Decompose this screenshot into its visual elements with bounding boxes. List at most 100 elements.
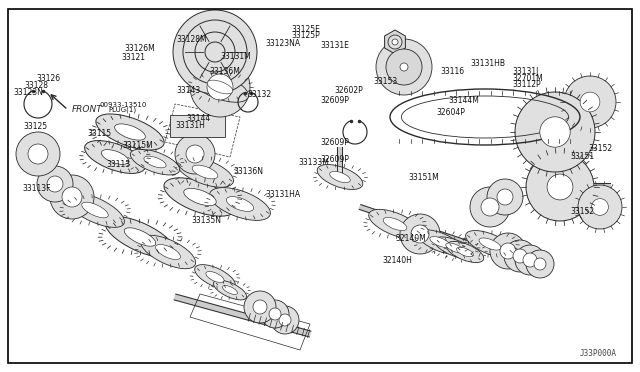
Circle shape: [37, 166, 73, 202]
Ellipse shape: [192, 165, 218, 179]
Ellipse shape: [131, 149, 180, 175]
Text: 33132: 33132: [247, 90, 271, 99]
Ellipse shape: [401, 224, 439, 244]
Ellipse shape: [65, 193, 124, 227]
Text: 33123NA: 33123NA: [266, 39, 301, 48]
Text: 33123N: 33123N: [13, 88, 44, 97]
Circle shape: [515, 92, 595, 172]
Text: 33125: 33125: [23, 122, 47, 131]
Text: 33128: 33128: [24, 81, 48, 90]
Text: 32609P: 32609P: [320, 96, 349, 105]
Ellipse shape: [227, 197, 253, 211]
Polygon shape: [337, 147, 342, 177]
Circle shape: [186, 145, 204, 163]
Circle shape: [388, 35, 402, 49]
Text: 33131J: 33131J: [512, 67, 538, 76]
Ellipse shape: [479, 238, 501, 250]
Circle shape: [534, 258, 546, 270]
Text: 32609P: 32609P: [320, 155, 349, 164]
Circle shape: [253, 300, 267, 314]
Ellipse shape: [317, 164, 363, 189]
Circle shape: [261, 300, 289, 328]
Ellipse shape: [63, 192, 81, 203]
Circle shape: [190, 57, 250, 117]
Circle shape: [540, 117, 570, 147]
Ellipse shape: [445, 243, 464, 253]
Circle shape: [376, 39, 432, 95]
Circle shape: [487, 179, 523, 215]
Ellipse shape: [206, 272, 224, 283]
Circle shape: [526, 250, 554, 278]
Circle shape: [269, 308, 281, 320]
Text: 33136M: 33136M: [210, 67, 241, 76]
Ellipse shape: [156, 244, 180, 260]
Ellipse shape: [164, 178, 236, 216]
Text: 33133M: 33133M: [298, 158, 329, 167]
Text: 32701M: 32701M: [512, 74, 543, 83]
Circle shape: [481, 198, 499, 216]
Text: 33151M: 33151M: [408, 173, 439, 182]
Text: 33131HA: 33131HA: [266, 190, 301, 199]
Circle shape: [392, 55, 416, 79]
Text: 33121: 33121: [121, 53, 145, 62]
Ellipse shape: [213, 280, 246, 300]
Circle shape: [400, 63, 408, 71]
Ellipse shape: [184, 188, 216, 206]
Ellipse shape: [144, 156, 166, 168]
Ellipse shape: [446, 241, 484, 263]
Text: FRONT: FRONT: [72, 105, 103, 114]
Ellipse shape: [383, 217, 407, 231]
Ellipse shape: [466, 231, 515, 257]
Text: 33125E: 33125E: [291, 25, 320, 34]
Circle shape: [400, 214, 440, 254]
Circle shape: [16, 132, 60, 176]
Ellipse shape: [124, 228, 156, 246]
Circle shape: [47, 176, 63, 192]
Ellipse shape: [207, 80, 233, 94]
Text: 33115M: 33115M: [122, 141, 153, 150]
Ellipse shape: [369, 209, 421, 238]
Text: 33152: 33152: [589, 144, 613, 153]
Circle shape: [207, 74, 233, 100]
Text: 33113F: 33113F: [23, 185, 51, 193]
Ellipse shape: [191, 72, 248, 102]
Polygon shape: [545, 183, 610, 191]
Circle shape: [411, 225, 429, 243]
Text: 33115: 33115: [87, 129, 111, 138]
Text: 32140H: 32140H: [383, 256, 413, 265]
Circle shape: [244, 291, 276, 323]
Circle shape: [504, 240, 536, 272]
Text: 33151: 33151: [571, 152, 595, 161]
Circle shape: [386, 49, 422, 85]
Ellipse shape: [430, 237, 450, 247]
Text: 33131HB: 33131HB: [470, 59, 506, 68]
Polygon shape: [385, 30, 405, 54]
Circle shape: [50, 175, 94, 219]
Ellipse shape: [140, 235, 196, 269]
Circle shape: [500, 243, 516, 259]
Text: 33126M: 33126M: [124, 44, 155, 53]
Text: 33126: 33126: [36, 74, 61, 83]
Text: 33112P: 33112P: [512, 80, 541, 89]
Circle shape: [547, 174, 573, 200]
Text: 33131H: 33131H: [176, 121, 205, 130]
Text: 32140M: 32140M: [396, 234, 426, 243]
Circle shape: [279, 314, 291, 326]
Ellipse shape: [417, 230, 463, 254]
Text: 33144: 33144: [186, 114, 211, 123]
Text: 33144M: 33144M: [448, 96, 479, 105]
Text: 33131M: 33131M: [220, 52, 251, 61]
Text: J33P000A: J33P000A: [580, 349, 617, 358]
Ellipse shape: [101, 150, 129, 164]
Ellipse shape: [105, 217, 175, 257]
Text: 33113: 33113: [106, 160, 131, 169]
Text: 32609P: 32609P: [320, 138, 349, 147]
Ellipse shape: [210, 187, 270, 220]
Text: PLUG(1): PLUG(1): [109, 106, 137, 113]
Ellipse shape: [412, 229, 428, 239]
Circle shape: [490, 233, 526, 269]
Circle shape: [526, 153, 594, 221]
Circle shape: [515, 245, 545, 275]
Circle shape: [173, 10, 257, 94]
Text: 33152: 33152: [571, 207, 595, 216]
